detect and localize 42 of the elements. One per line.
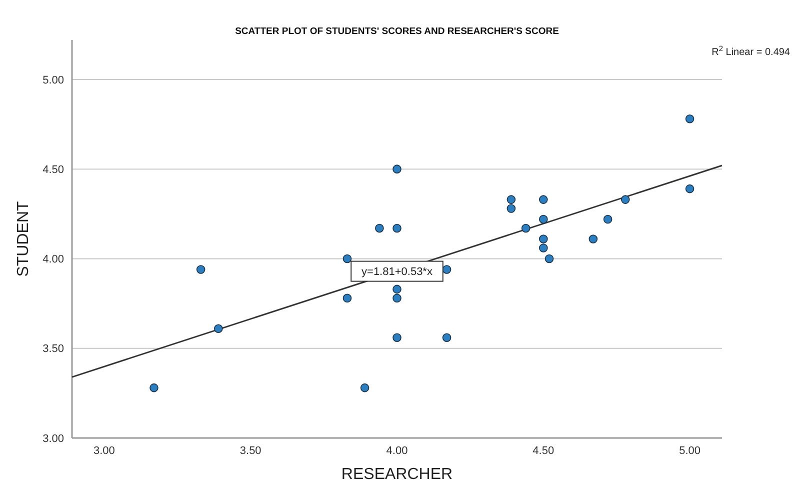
point [392,164,402,174]
y-axis-title: STUDENT [15,201,32,277]
point [506,195,516,204]
point [360,383,370,392]
y-tick-label: 4.00 [42,254,64,266]
point [375,224,384,233]
x-tick-label: 5.00 [679,445,701,457]
point [392,294,402,303]
x-axis-title: RESEARCHER [341,466,453,483]
annotation: R$^{2}$ Linear = 0.494 [712,44,790,58]
point [196,265,206,274]
y-tick-label: 3.00 [42,432,64,445]
point [685,114,694,124]
point [538,244,548,252]
point [538,234,548,244]
point [544,254,554,264]
point [342,294,352,303]
x-tick-label: 4.00 [386,445,408,457]
point [442,265,452,274]
x-tick-label: 4.50 [532,445,554,457]
chart-title: SCATTER PLOT OF STUDENTS' SCORES AND RESEARCHER'S SCORE [235,26,559,37]
x-tick-label: 3.50 [240,445,262,457]
point [538,214,548,224]
x-tick-label: 3.00 [93,445,115,457]
annotation: y=1.81+0.53*x [362,266,433,278]
point [214,324,223,334]
point [521,224,530,233]
point [588,234,598,244]
y-tick-label: 4.50 [42,164,64,176]
point [392,224,402,233]
y-tick-label: 3.50 [42,343,64,356]
point [685,184,694,194]
point [342,254,352,264]
y-tick-label: 5.00 [42,74,64,86]
point [620,195,630,204]
point [538,195,548,204]
point [392,284,402,294]
point [150,383,158,392]
point [442,333,452,342]
point [603,214,612,224]
point [392,333,402,342]
point [506,204,516,213]
